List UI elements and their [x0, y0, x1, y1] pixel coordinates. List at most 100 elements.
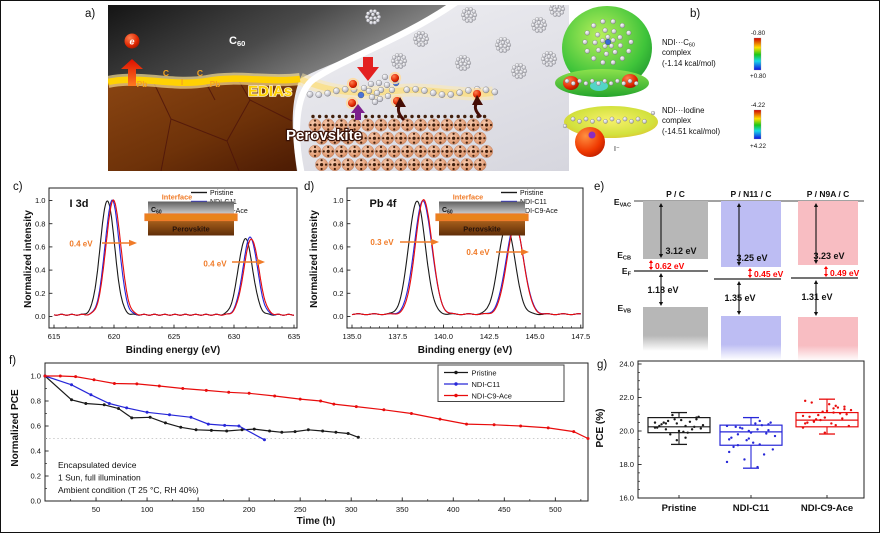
circle-shape — [410, 150, 413, 153]
circle-shape — [445, 154, 449, 157]
circle-shape — [836, 406, 840, 409]
text-shape: 620 — [108, 332, 121, 341]
text-shape: 135.0 — [342, 332, 361, 341]
circle-shape — [406, 128, 409, 131]
circle-shape — [821, 410, 824, 413]
circle-shape — [382, 408, 386, 412]
circle-shape — [360, 159, 363, 162]
circle-shape — [443, 114, 447, 119]
circle-shape — [466, 60, 472, 66]
stability-xlabel: Time (h) — [297, 516, 336, 527]
circle-shape — [532, 19, 537, 24]
circle-shape — [468, 7, 473, 12]
circle-shape — [317, 114, 322, 119]
text-shape: 450 — [498, 505, 511, 514]
circle-shape — [452, 167, 455, 171]
circle-shape — [544, 58, 549, 63]
circle-shape — [472, 154, 475, 157]
circle-shape — [450, 150, 453, 153]
circle-shape — [693, 425, 696, 429]
circle-shape — [366, 128, 369, 131]
curved-arrow-1-head — [395, 97, 406, 107]
circle-shape — [434, 137, 438, 140]
circle-shape — [247, 391, 251, 395]
column-header-2: P / N9A / C — [807, 189, 850, 199]
circle-shape — [459, 145, 462, 149]
text-shape: NDI-C11 — [733, 503, 770, 514]
text-shape: 615 — [48, 332, 61, 341]
circle-shape — [398, 53, 403, 58]
circle-shape — [803, 399, 807, 403]
circle-shape — [538, 28, 543, 33]
circle-shape — [313, 154, 317, 157]
circle-shape — [669, 433, 672, 436]
circle-shape — [452, 132, 455, 135]
circle-shape — [399, 163, 403, 167]
circle-shape — [353, 145, 356, 149]
circle-shape — [345, 96, 359, 110]
circle-shape — [327, 128, 330, 131]
complex1-name-main: NDI···C — [662, 38, 689, 47]
circle-shape — [392, 149, 396, 153]
circle-shape — [434, 163, 438, 166]
circle-shape — [481, 123, 484, 127]
circle-shape — [366, 145, 369, 149]
circle-shape — [459, 66, 464, 71]
circle-shape — [388, 123, 391, 127]
circle-shape — [556, 12, 561, 17]
axis-box — [346, 187, 584, 329]
note-line-3: Ambient condition (T 25 °C, RH 40%) — [58, 485, 199, 495]
circle-shape — [584, 30, 590, 36]
circle-shape — [462, 66, 467, 71]
circle-shape — [847, 424, 851, 428]
circle-shape — [406, 154, 409, 157]
circle-shape — [395, 64, 400, 69]
circle-shape — [626, 48, 632, 54]
panel-e-energy-diagram: P / C 3.12 eV 0.62 eV 1.18 eV P / N11 / C 3.2… — [614, 189, 864, 361]
circle-shape — [329, 137, 332, 140]
circle-shape — [379, 145, 383, 149]
atom-label-pb1: Pb — [137, 79, 148, 89]
circle-shape — [658, 424, 661, 428]
circle-shape — [344, 123, 347, 127]
circle-shape — [410, 114, 414, 119]
circle-shape — [349, 123, 352, 127]
circle-shape — [801, 426, 805, 429]
circle-shape — [472, 12, 478, 18]
text-shape: 1.0 — [35, 196, 46, 205]
circle-shape — [346, 167, 350, 171]
circle-shape — [369, 9, 374, 14]
polygon-shape — [736, 311, 742, 315]
path-shape — [298, 76, 494, 97]
polygon-shape — [736, 203, 742, 207]
circle-shape — [546, 426, 550, 430]
circle-shape — [357, 150, 361, 153]
circle-shape — [521, 72, 526, 77]
circle-shape — [373, 89, 381, 97]
circle-shape — [333, 159, 336, 162]
panel-d-xps-pb4f: 135.0 137.5 140.0 142.5 145.0 147.5 0.0 0.2 0.4 0… — [309, 187, 590, 356]
circle-shape — [371, 98, 379, 106]
circle-shape — [412, 141, 416, 144]
circle-shape — [326, 149, 330, 153]
circle-shape — [615, 78, 620, 84]
inset-perovskite-label: Perovskite — [463, 225, 500, 234]
circle-shape — [471, 149, 475, 153]
circle-shape — [43, 374, 47, 378]
circle-shape — [309, 123, 312, 127]
circle-shape — [478, 159, 482, 162]
circle-shape — [375, 79, 383, 87]
c60-layer-label: C60 — [229, 35, 245, 48]
circle-shape — [333, 163, 337, 167]
esp-red-region-1 — [563, 76, 579, 90]
circle-shape — [419, 119, 422, 122]
circle-shape — [834, 404, 837, 408]
text-shape: 0.2 — [30, 472, 41, 481]
circle-shape — [600, 18, 606, 25]
circle-shape — [412, 136, 416, 140]
panel-a-illustration: e C60 EDIAs Perovskite Pb C I C Pb — [108, 5, 569, 171]
circle-shape — [506, 42, 512, 48]
circle-shape — [381, 73, 389, 81]
circle-shape — [554, 5, 559, 9]
circle-shape — [298, 397, 302, 401]
